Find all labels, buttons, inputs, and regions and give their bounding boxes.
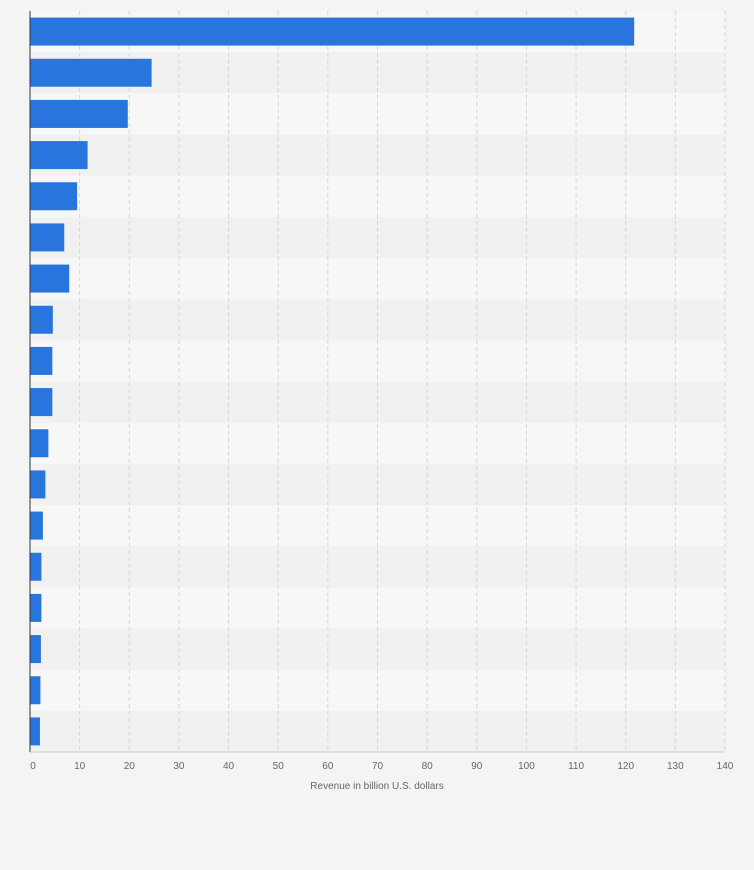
x-tick-label: 140 bbox=[717, 761, 734, 772]
bar bbox=[30, 470, 46, 499]
x-tick-label: 70 bbox=[372, 761, 384, 772]
row-bands bbox=[30, 11, 725, 752]
row-band bbox=[30, 93, 725, 135]
bar bbox=[30, 182, 78, 211]
x-tick-label: 100 bbox=[518, 761, 535, 772]
gridlines bbox=[79, 11, 726, 752]
bar bbox=[30, 141, 88, 170]
x-tick-label: 130 bbox=[667, 761, 684, 772]
x-tick-label: 30 bbox=[173, 761, 185, 772]
x-tick-label: 10 bbox=[74, 761, 86, 772]
x-tick-label: 110 bbox=[568, 761, 584, 772]
bar bbox=[30, 635, 41, 664]
bar bbox=[30, 17, 635, 46]
x-tick-labels: 0 10 20 30 40 50 60 70 80 90 100 110 120 130 140 bbox=[30, 761, 734, 772]
bar bbox=[30, 58, 152, 87]
bar bbox=[30, 676, 41, 705]
bars bbox=[30, 17, 635, 746]
row-band bbox=[30, 710, 725, 752]
bar bbox=[30, 429, 49, 458]
x-tick-label: 80 bbox=[422, 761, 434, 772]
row-band bbox=[30, 381, 725, 423]
x-tick-label: 40 bbox=[223, 761, 235, 772]
bar bbox=[30, 223, 65, 252]
x-tick-label: 0 bbox=[30, 761, 36, 772]
row-band bbox=[30, 463, 725, 505]
x-tick-label: 90 bbox=[471, 761, 483, 772]
bar bbox=[30, 552, 42, 581]
bar bbox=[30, 717, 40, 746]
x-axis-title: Revenue in billion U.S. dollars bbox=[310, 781, 443, 792]
bar bbox=[30, 346, 53, 375]
bar bbox=[30, 305, 53, 334]
bar bbox=[30, 264, 70, 293]
bar bbox=[30, 99, 128, 128]
row-band bbox=[30, 422, 725, 464]
x-tick-label: 20 bbox=[124, 761, 136, 772]
bar bbox=[30, 388, 53, 417]
x-tick-label: 60 bbox=[322, 761, 334, 772]
x-tick-label: 50 bbox=[273, 761, 285, 772]
bar bbox=[30, 511, 43, 540]
bar bbox=[30, 593, 42, 622]
x-tick-label: 120 bbox=[617, 761, 634, 772]
